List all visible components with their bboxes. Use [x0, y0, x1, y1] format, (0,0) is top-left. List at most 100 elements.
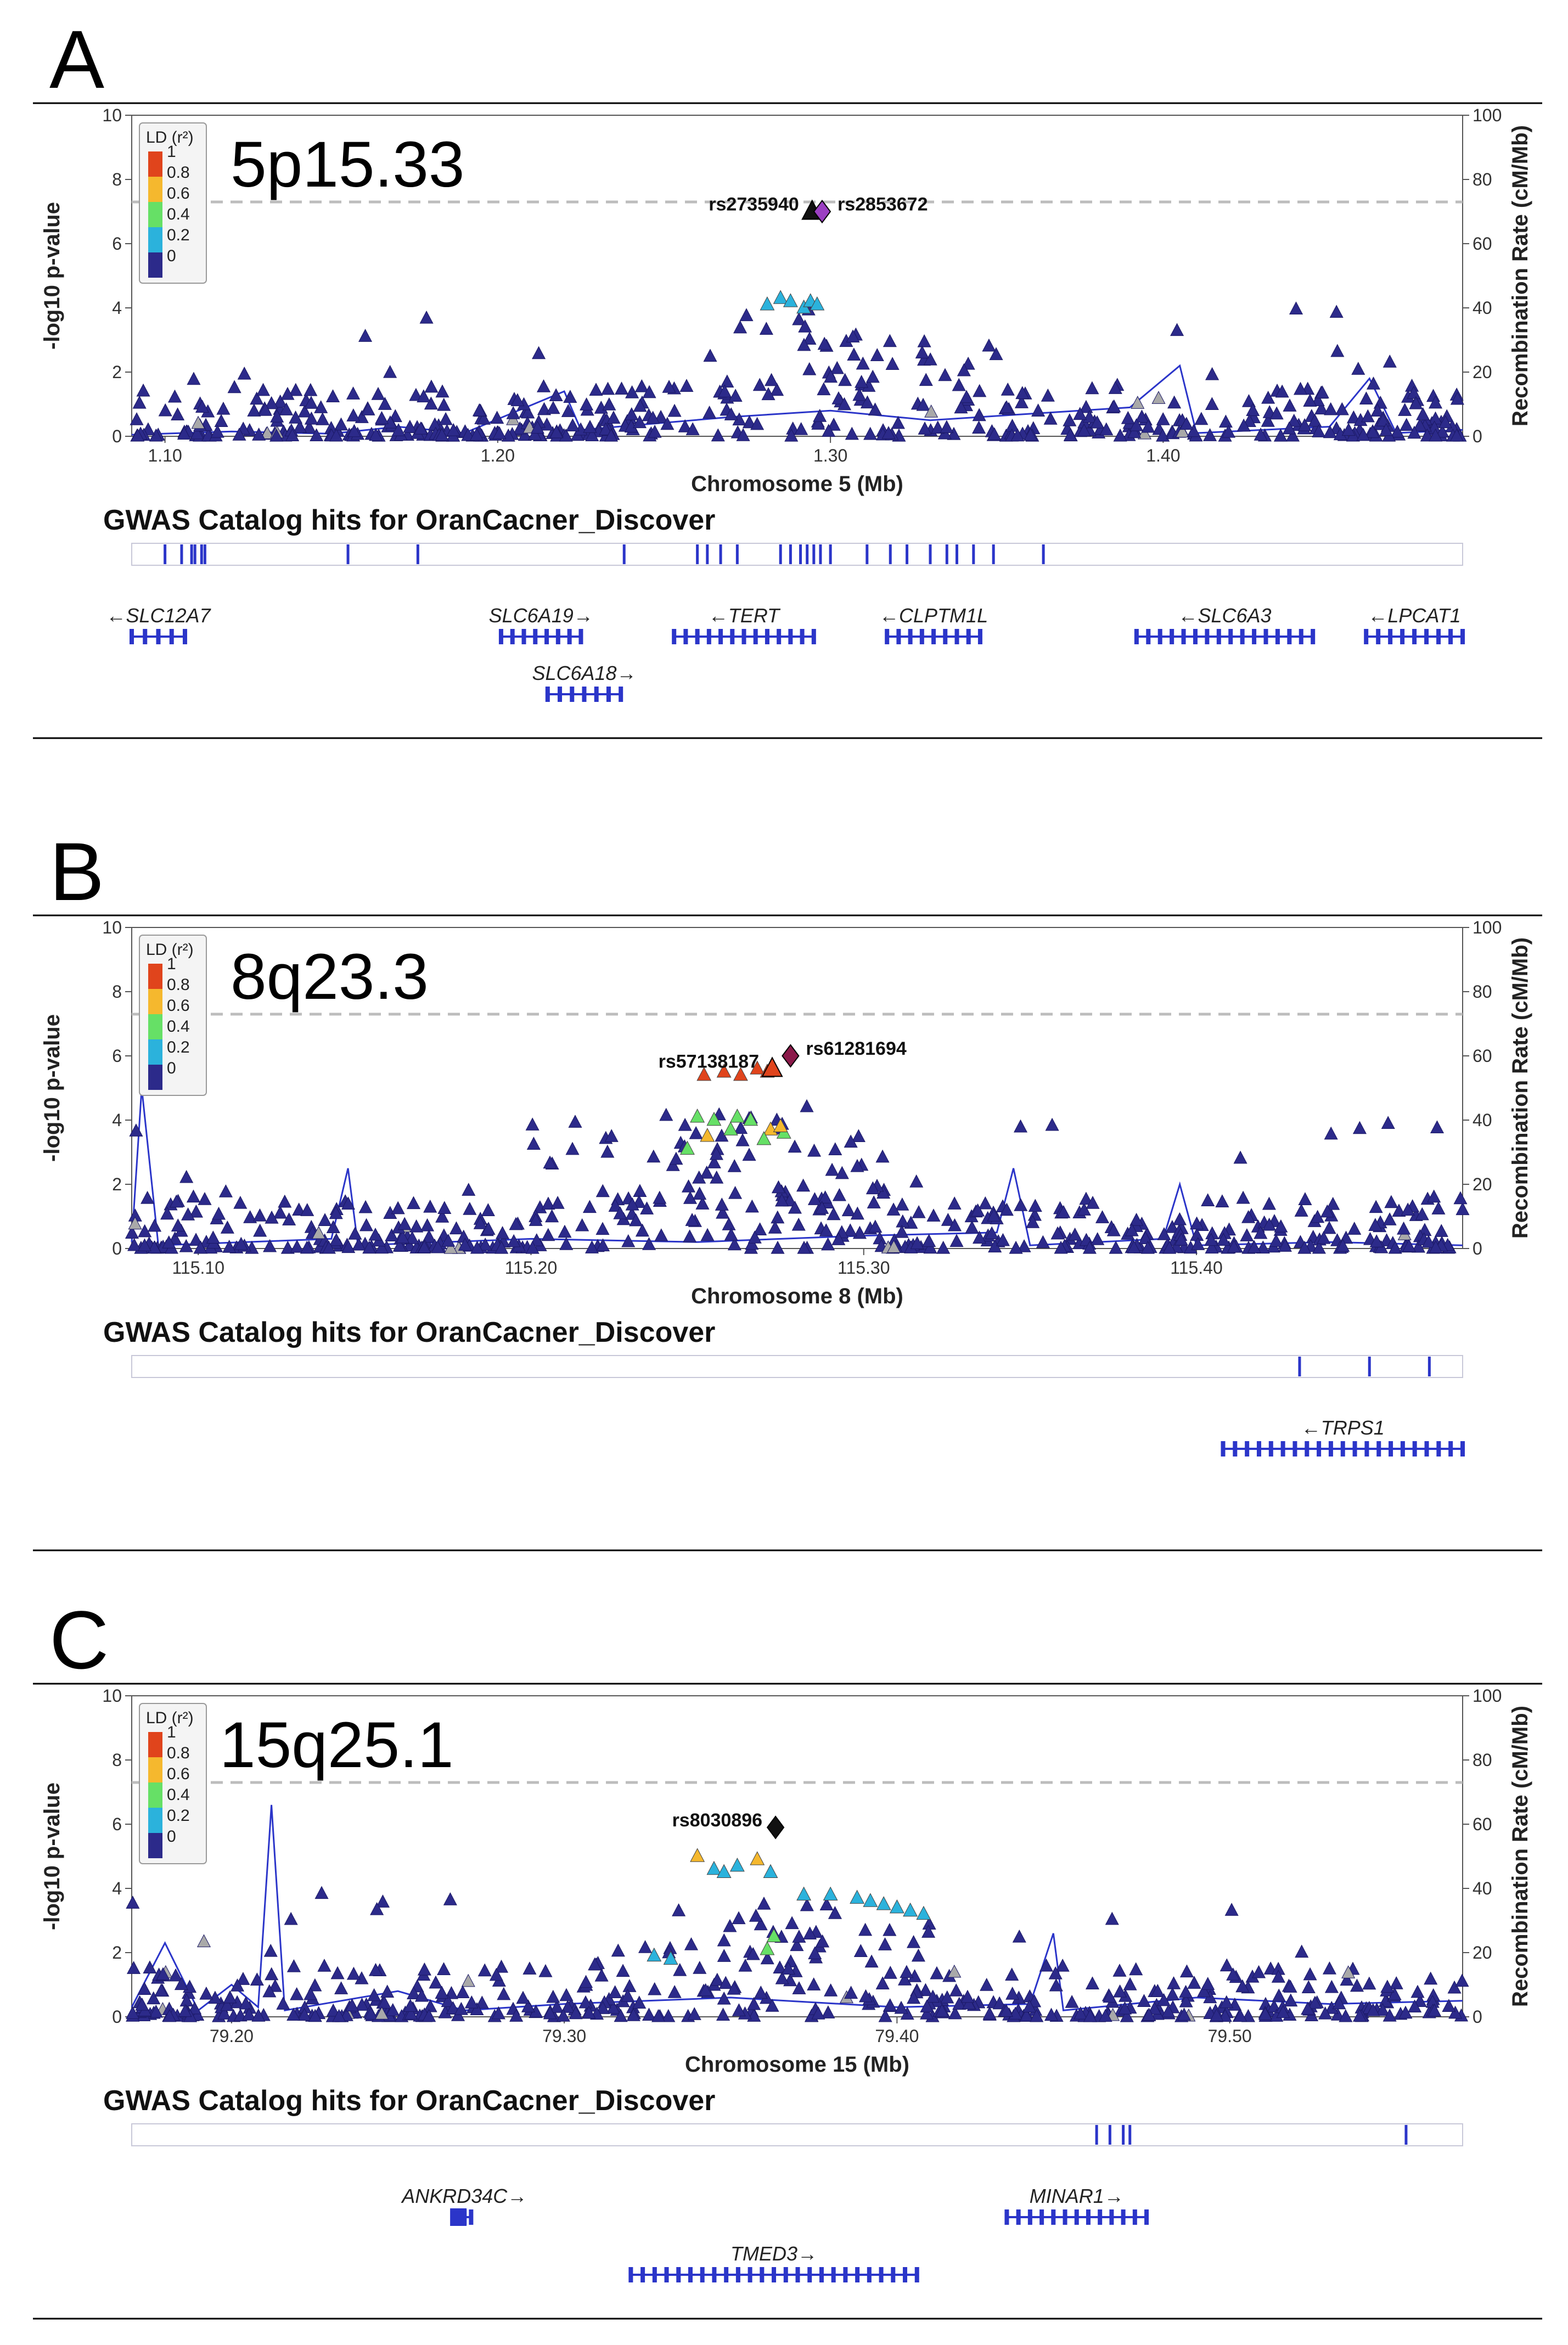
snp-point [147, 1240, 161, 1253]
snp-point [999, 1202, 1014, 1216]
gwas-track-title: GWAS Catalog hits for OranCacner_Discove… [103, 504, 715, 536]
gene-exon [712, 2267, 717, 2282]
snp-point [918, 421, 932, 435]
snp-point [642, 1237, 656, 1250]
gene-label: ←LPCAT1 [1368, 604, 1460, 627]
snp-point [634, 379, 649, 392]
snp-point [1246, 403, 1260, 417]
snp-point [1137, 1994, 1151, 2007]
lead-snp-label: rs2853672 [838, 194, 928, 215]
snp-point [1215, 1194, 1229, 1207]
snp-point [529, 1213, 543, 1226]
snp-point [936, 1240, 951, 1254]
snp-point [917, 334, 931, 347]
snp-point [940, 1990, 954, 2004]
ld-snp-point [690, 1109, 705, 1123]
snp-point [1167, 395, 1182, 409]
gene-exon [795, 2267, 800, 2282]
snp-point [909, 1174, 924, 1188]
snp-point [375, 2006, 389, 2020]
snp-point [1392, 1204, 1406, 1217]
gene-exon [730, 629, 735, 644]
y-right-tick-label: 40 [1473, 1879, 1492, 1898]
snp-point [304, 396, 318, 409]
snp-point [1271, 1970, 1285, 1983]
snp-point [1397, 1221, 1411, 1235]
snp-point [611, 1943, 625, 1957]
snp-point [1074, 2006, 1088, 2020]
gene-exon [879, 2267, 884, 2282]
snp-point [1411, 1239, 1425, 1253]
snp-point [952, 378, 966, 391]
x-tick-label: 115.10 [172, 1258, 225, 1278]
snp-point [819, 1223, 833, 1236]
snp-point [446, 2001, 460, 2015]
gene-exon [1240, 629, 1245, 644]
snp-point [985, 1226, 999, 1240]
snp-point [916, 397, 930, 411]
snp-point [1147, 2001, 1162, 2015]
snp-point [580, 397, 594, 410]
snp-point [867, 1195, 881, 1208]
snp-point [659, 1107, 673, 1121]
snp-point [682, 1179, 696, 1193]
snp-point [661, 2009, 676, 2022]
snp-point [1301, 2001, 1315, 2015]
snp-point [441, 1994, 455, 2007]
snp-point [1204, 1233, 1218, 1246]
snp-point [497, 1987, 511, 2000]
snp-point [446, 423, 460, 436]
gene-exon [1424, 629, 1429, 644]
ld-snp-point [766, 1928, 782, 1943]
snp-point [821, 1237, 835, 1251]
snp-point [188, 2001, 202, 2015]
snp-point [407, 1986, 421, 1999]
snp-point [1221, 424, 1236, 438]
gene-exon [788, 629, 793, 644]
gene-exon [1252, 629, 1257, 644]
snp-point [358, 329, 373, 342]
snp-point [742, 415, 756, 429]
gene-exon [1412, 629, 1417, 644]
snp-point [1335, 402, 1349, 415]
snp-point [1323, 425, 1337, 438]
ld-legend-label: 0 [167, 1827, 176, 1846]
snp-point [710, 1972, 724, 1986]
gene-exon [1245, 1441, 1250, 1457]
gene-exon [1205, 629, 1210, 644]
snp-point [613, 1206, 627, 1219]
snp-point [900, 1965, 914, 1978]
snp-point [819, 1897, 834, 1911]
snp-point [1233, 2009, 1247, 2022]
snp-point [852, 387, 867, 401]
snp-point [1123, 1977, 1137, 1990]
snp-point [380, 1984, 395, 1998]
snp-point [621, 1988, 635, 2002]
snp-point [1324, 1980, 1339, 1993]
snp-point [798, 319, 812, 333]
snp-point [582, 2005, 596, 2019]
snp-point [251, 2009, 266, 2022]
snp-point [1014, 1198, 1028, 1211]
snp-point [314, 1886, 329, 1899]
snp-point [1210, 2008, 1224, 2022]
snp-point [606, 410, 621, 424]
snp-point [727, 1159, 741, 1172]
snp-point [397, 1217, 412, 1230]
y-tick-label: 8 [112, 1750, 122, 1770]
ld-snp-point [716, 1064, 732, 1078]
snp-point [827, 1207, 841, 1221]
y-right-tick-label: 100 [1473, 105, 1502, 125]
gene-exon [1216, 629, 1221, 644]
snp-point [700, 1228, 715, 1241]
snp-point [1308, 413, 1322, 427]
snp-point [233, 1196, 248, 1209]
snp-point [1219, 1958, 1234, 1972]
x-tick-label: 79.20 [210, 2026, 254, 2046]
snp-point [922, 1234, 936, 1247]
snp-point [982, 338, 996, 352]
snp-point [160, 1206, 175, 1220]
snp-point [717, 1991, 731, 2005]
snp-point [718, 1976, 733, 1989]
snp-point [1065, 1995, 1079, 2008]
